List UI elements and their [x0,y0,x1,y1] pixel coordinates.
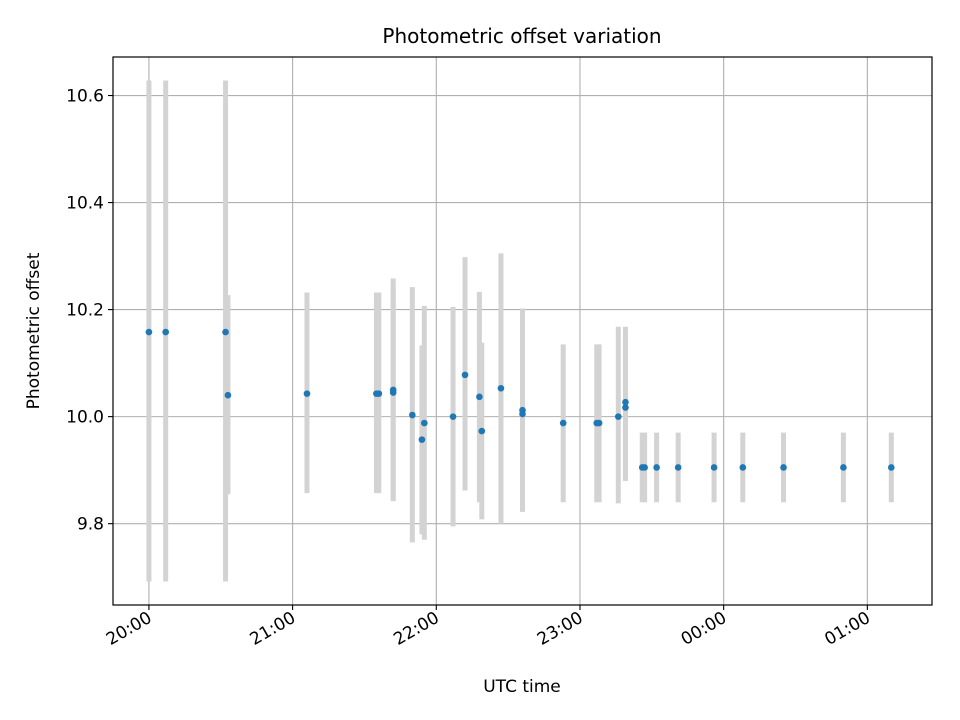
data-points [145,328,895,471]
data-point [478,427,486,435]
y-tick-label: 10.4 [66,194,104,214]
data-point [145,328,153,336]
grid [113,57,932,605]
data-point [710,464,718,471]
data-point [887,464,895,471]
y-axis-label: Photometric offset [24,252,44,409]
y-tick-label: 10.6 [66,87,104,107]
data-point [614,413,622,420]
data-point [641,464,648,471]
data-point [739,464,747,471]
x-axis-label: UTC time [483,677,561,697]
data-point [449,413,457,420]
data-point [162,328,169,336]
data-point [375,390,383,397]
data-point [780,464,787,471]
y-tick-label: 9.8 [77,515,104,535]
data-point [622,404,629,411]
chart-title: Photometric offset variation [382,24,661,48]
data-point [595,419,603,427]
data-point [389,386,397,394]
data-point [222,328,229,336]
data-point [622,398,629,406]
data-point [653,464,660,471]
data-point [461,371,469,379]
y-axis-ticks: 9.8 10.0 10.2 10.4 10.6 [66,87,113,535]
data-point [519,410,526,418]
data-point [476,393,483,401]
data-point [497,384,505,392]
y-tick-label: 10.0 [66,408,104,428]
data-point [559,419,567,427]
data-point [224,391,232,399]
data-point [674,464,682,471]
y-tick-label: 10.2 [66,301,104,321]
data-point [421,419,428,427]
data-point [840,464,847,471]
plot-frame [112,56,933,606]
data-point [418,436,426,443]
data-point [409,411,416,419]
data-point [303,390,311,397]
